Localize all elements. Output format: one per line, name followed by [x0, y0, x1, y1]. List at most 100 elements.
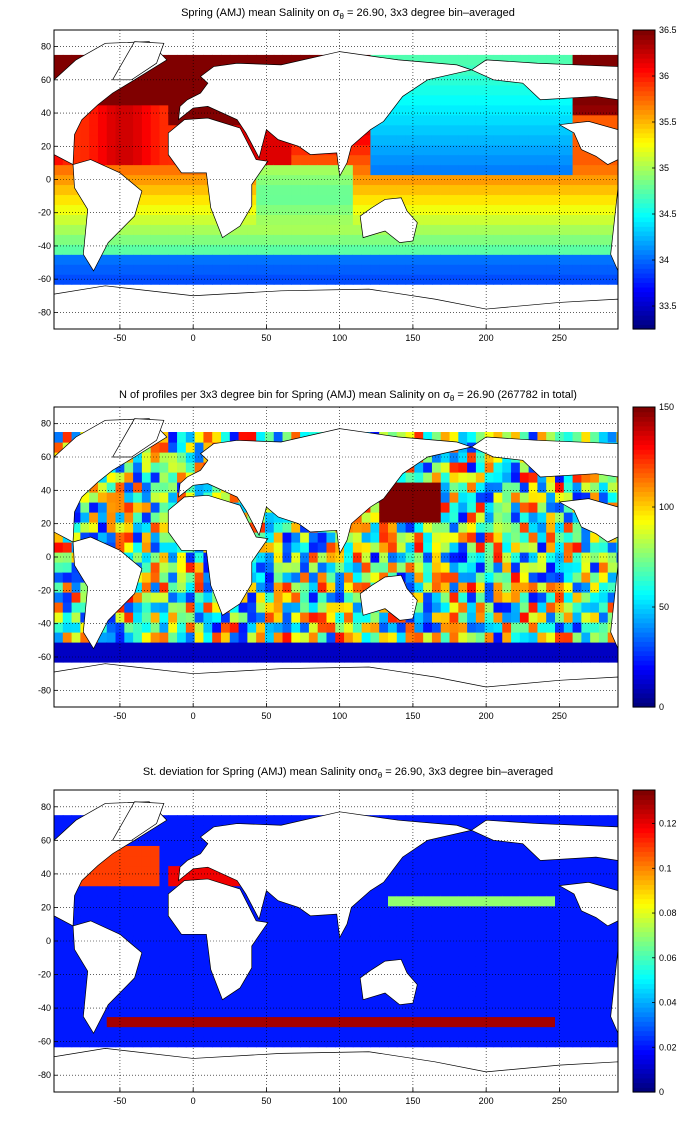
- heatmap-cell: [590, 184, 600, 196]
- heatmap-cell: [361, 264, 372, 275]
- colorbar-tick-label: 0.04: [659, 998, 677, 1008]
- heatmap-cell: [431, 1026, 442, 1038]
- heatmap-cell: [511, 224, 521, 235]
- heatmap-cell: [449, 582, 459, 593]
- heatmap-cell: [493, 194, 503, 206]
- heatmap-cell: [282, 915, 292, 927]
- heatmap-cell: [317, 946, 328, 957]
- heatmap-cell: [431, 502, 442, 513]
- heatmap-cell: [405, 925, 415, 937]
- heatmap-cell: [247, 214, 257, 225]
- heatmap-cell: [177, 472, 187, 483]
- heatmap-cell: [388, 502, 398, 513]
- heatmap-cell: [344, 562, 354, 573]
- heatmap-cell: [581, 996, 591, 1008]
- heatmap-cell: [308, 204, 319, 215]
- heatmap-cell: [396, 642, 407, 653]
- heatmap-cell: [581, 562, 591, 573]
- heatmap-cell: [159, 244, 169, 255]
- heatmap-cell: [537, 502, 547, 513]
- landmass: [178, 428, 473, 555]
- heatmap-cell: [159, 845, 169, 857]
- heatmap-cell: [598, 966, 609, 977]
- heatmap-cell: [168, 74, 178, 86]
- heatmap-cell: [141, 602, 152, 613]
- heatmap-cell: [484, 84, 495, 96]
- heatmap-cell: [528, 966, 539, 977]
- landmass: [72, 159, 143, 272]
- heatmap-cell: [106, 642, 117, 653]
- heatmap-cell: [185, 935, 196, 947]
- heatmap-cell: [247, 966, 257, 977]
- heatmap-cell: [133, 622, 143, 633]
- heatmap-cell: [493, 986, 503, 997]
- heatmap-cell: [388, 144, 398, 156]
- heatmap-cell: [177, 652, 187, 663]
- heatmap-cell: [590, 1026, 600, 1038]
- heatmap-cell: [555, 134, 565, 146]
- heatmap-cell: [484, 642, 495, 653]
- heatmap-cell: [537, 612, 547, 623]
- heatmap-cell: [537, 915, 547, 927]
- heatmap-cell: [80, 592, 90, 603]
- heatmap-cell: [598, 855, 609, 867]
- heatmap-cell: [563, 264, 574, 275]
- heatmap-cell: [264, 532, 275, 543]
- heatmap-cell: [467, 915, 477, 927]
- heatmap-cell: [54, 274, 64, 285]
- heatmap-cell: [370, 144, 380, 156]
- heatmap-cell: [502, 642, 512, 653]
- x-tick-label: 100: [332, 333, 347, 343]
- heatmap-cell: [291, 274, 301, 285]
- heatmap-cell: [352, 154, 363, 166]
- heatmap-cell: [519, 592, 530, 603]
- landmass: [610, 949, 618, 1034]
- heatmap-cell: [273, 194, 284, 206]
- heatmap-cell: [563, 815, 574, 826]
- heatmap-cell: [177, 815, 187, 826]
- heatmap-cell: [115, 885, 125, 897]
- heatmap-cell: [273, 522, 284, 533]
- heatmap-cell: [449, 986, 459, 997]
- heatmap-cell: [423, 855, 433, 867]
- heatmap-cell: [423, 134, 433, 146]
- heatmap-cell: [396, 1006, 407, 1018]
- heatmap-cell: [203, 946, 213, 957]
- colorbar-tick-label: 35.5: [659, 117, 677, 127]
- heatmap-cell: [352, 1026, 363, 1038]
- heatmap-cell: [273, 154, 284, 166]
- heatmap-cell: [511, 1016, 521, 1028]
- heatmap-cell: [291, 532, 301, 543]
- heatmap-cell: [396, 1016, 407, 1028]
- heatmap-cell: [502, 234, 512, 245]
- heatmap-cell: [590, 956, 600, 967]
- heatmap-cell: [607, 274, 618, 285]
- heatmap-cell: [194, 1026, 205, 1038]
- heatmap-cell: [273, 542, 284, 553]
- heatmap-cell: [519, 1036, 530, 1048]
- heatmap-cell: [379, 622, 389, 633]
- heatmap-cell: [335, 1016, 345, 1028]
- heatmap-cell: [475, 462, 486, 473]
- heatmap-cell: [405, 194, 415, 206]
- y-tick-label: -60: [38, 1037, 51, 1047]
- heatmap-cell: [484, 244, 495, 255]
- heatmap-cell: [607, 582, 618, 593]
- heatmap-cell: [581, 194, 591, 206]
- heatmap-cell: [168, 452, 178, 463]
- heatmap-cell: [291, 815, 301, 826]
- heatmap-cell: [344, 592, 354, 603]
- heatmap-cell: [449, 835, 459, 846]
- heatmap-cell: [440, 652, 451, 663]
- heatmap-cell: [71, 612, 81, 623]
- heatmap-cell: [563, 522, 574, 533]
- heatmap-cell: [528, 915, 539, 927]
- heatmap-cell: [405, 254, 415, 265]
- heatmap-cell: [440, 845, 451, 857]
- heatmap-cell: [581, 234, 591, 245]
- heatmap-cell: [194, 996, 205, 1008]
- heatmap-cell: [300, 1016, 310, 1028]
- heatmap-cell: [300, 154, 310, 166]
- heatmap-cell: [150, 184, 161, 196]
- heatmap-cell: [273, 976, 284, 987]
